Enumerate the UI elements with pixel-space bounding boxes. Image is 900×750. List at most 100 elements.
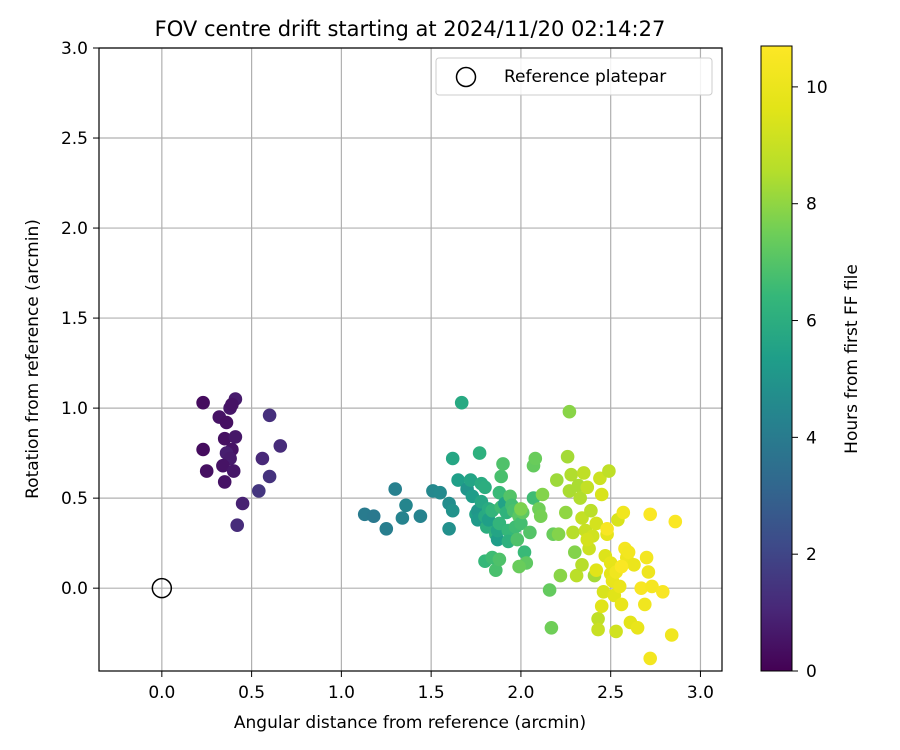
data-point — [641, 565, 656, 579]
data-point — [388, 482, 403, 496]
y-tick-label: 1.5 — [61, 309, 88, 329]
y-tick-label: 2.0 — [61, 219, 88, 239]
data-point — [433, 485, 447, 500]
data-point — [584, 503, 598, 518]
colorbar — [760, 45, 793, 672]
data-point — [668, 514, 683, 529]
data-point — [395, 511, 410, 525]
data-point — [568, 545, 582, 559]
data-point — [255, 451, 270, 466]
data-point — [226, 464, 241, 478]
data-point — [643, 651, 657, 666]
data-point — [510, 532, 525, 547]
data-point — [463, 473, 478, 487]
colorbar-tick-label: 8 — [806, 195, 817, 215]
data-point — [225, 397, 239, 412]
data-point — [413, 509, 428, 523]
data-point — [594, 599, 609, 613]
data-point — [542, 583, 557, 597]
data-point — [496, 457, 510, 471]
data-point — [366, 509, 381, 523]
data-point — [591, 622, 605, 637]
data-point — [627, 558, 641, 572]
data-point — [478, 480, 492, 495]
data-point — [445, 451, 460, 466]
x-tick-label: 1.5 — [418, 683, 445, 703]
data-point — [489, 563, 503, 577]
data-point — [553, 568, 568, 583]
y-tick-label: 0.0 — [61, 579, 88, 599]
grid — [99, 47, 722, 671]
legend-label: Reference platepar — [504, 67, 666, 87]
data-point — [643, 507, 657, 522]
colorbar-axis: 0 2 4 6 8 10 — [792, 78, 828, 682]
y-axis-label: Rotation from reference (arcmin) — [23, 219, 43, 499]
legend-marker — [455, 66, 477, 88]
legend: Reference platepar — [435, 57, 713, 96]
x-tick-label: 3.0 — [687, 683, 714, 703]
data-point — [638, 597, 652, 612]
data-point — [564, 467, 578, 482]
data-point — [589, 563, 604, 577]
data-point — [228, 430, 243, 444]
data-point — [566, 525, 580, 540]
data-point — [196, 442, 210, 457]
data-point — [577, 466, 591, 480]
data-point — [559, 505, 573, 520]
data-point — [664, 628, 679, 642]
data-point — [589, 516, 604, 531]
x-axis: 0.0 0.5 1.0 1.5 2.0 2.5 3.0 — [148, 671, 714, 703]
colorbar-tick-label: 6 — [806, 312, 817, 332]
x-tick-label: 0.5 — [238, 683, 265, 703]
data-point — [442, 522, 456, 536]
points-layer — [196, 392, 683, 666]
colorbar-tick-label: 4 — [806, 428, 817, 448]
reference-platepar-marker — [151, 577, 173, 599]
data-point — [580, 480, 595, 495]
plot-frame — [98, 47, 723, 672]
data-point — [544, 621, 559, 635]
y-axis: 0.0 0.5 1.0 1.5 2.0 2.5 3.0 — [61, 39, 99, 599]
data-point — [454, 395, 469, 410]
data-point — [551, 527, 566, 541]
data-point — [235, 496, 250, 511]
data-point — [533, 509, 548, 523]
data-point — [445, 503, 460, 518]
data-point — [614, 597, 629, 612]
colorbar-tick-label: 2 — [806, 545, 817, 565]
data-point — [550, 473, 564, 487]
data-point — [472, 446, 487, 460]
data-point — [514, 502, 528, 516]
data-point — [535, 487, 550, 502]
data-point — [230, 518, 244, 532]
data-point — [594, 487, 609, 502]
data-point — [217, 431, 232, 446]
data-point — [262, 408, 277, 423]
y-tick-label: 2.5 — [61, 129, 88, 149]
data-point — [573, 491, 587, 505]
x-tick-label: 1.0 — [328, 683, 355, 703]
data-point — [262, 469, 277, 484]
data-point — [251, 484, 266, 498]
data-point — [492, 552, 507, 567]
data-point — [602, 464, 616, 478]
data-point — [217, 475, 232, 489]
data-point — [634, 581, 648, 595]
data-point — [216, 458, 230, 473]
data-point — [199, 464, 214, 478]
data-point — [379, 522, 394, 536]
data-point — [645, 579, 659, 594]
x-tick-label: 2.5 — [597, 683, 624, 703]
data-point — [596, 585, 611, 599]
x-axis-label: Angular distance from reference (arcmin) — [234, 713, 586, 733]
data-point — [399, 498, 413, 513]
data-point — [621, 545, 636, 559]
data-point — [639, 550, 654, 565]
chart-title: FOV centre drift starting at 2024/11/20 … — [155, 17, 666, 41]
reference-layer — [151, 577, 173, 599]
data-point — [569, 568, 584, 583]
data-point — [517, 545, 532, 559]
legend-box — [435, 57, 713, 96]
colorbar-tick-label: 0 — [806, 662, 817, 682]
